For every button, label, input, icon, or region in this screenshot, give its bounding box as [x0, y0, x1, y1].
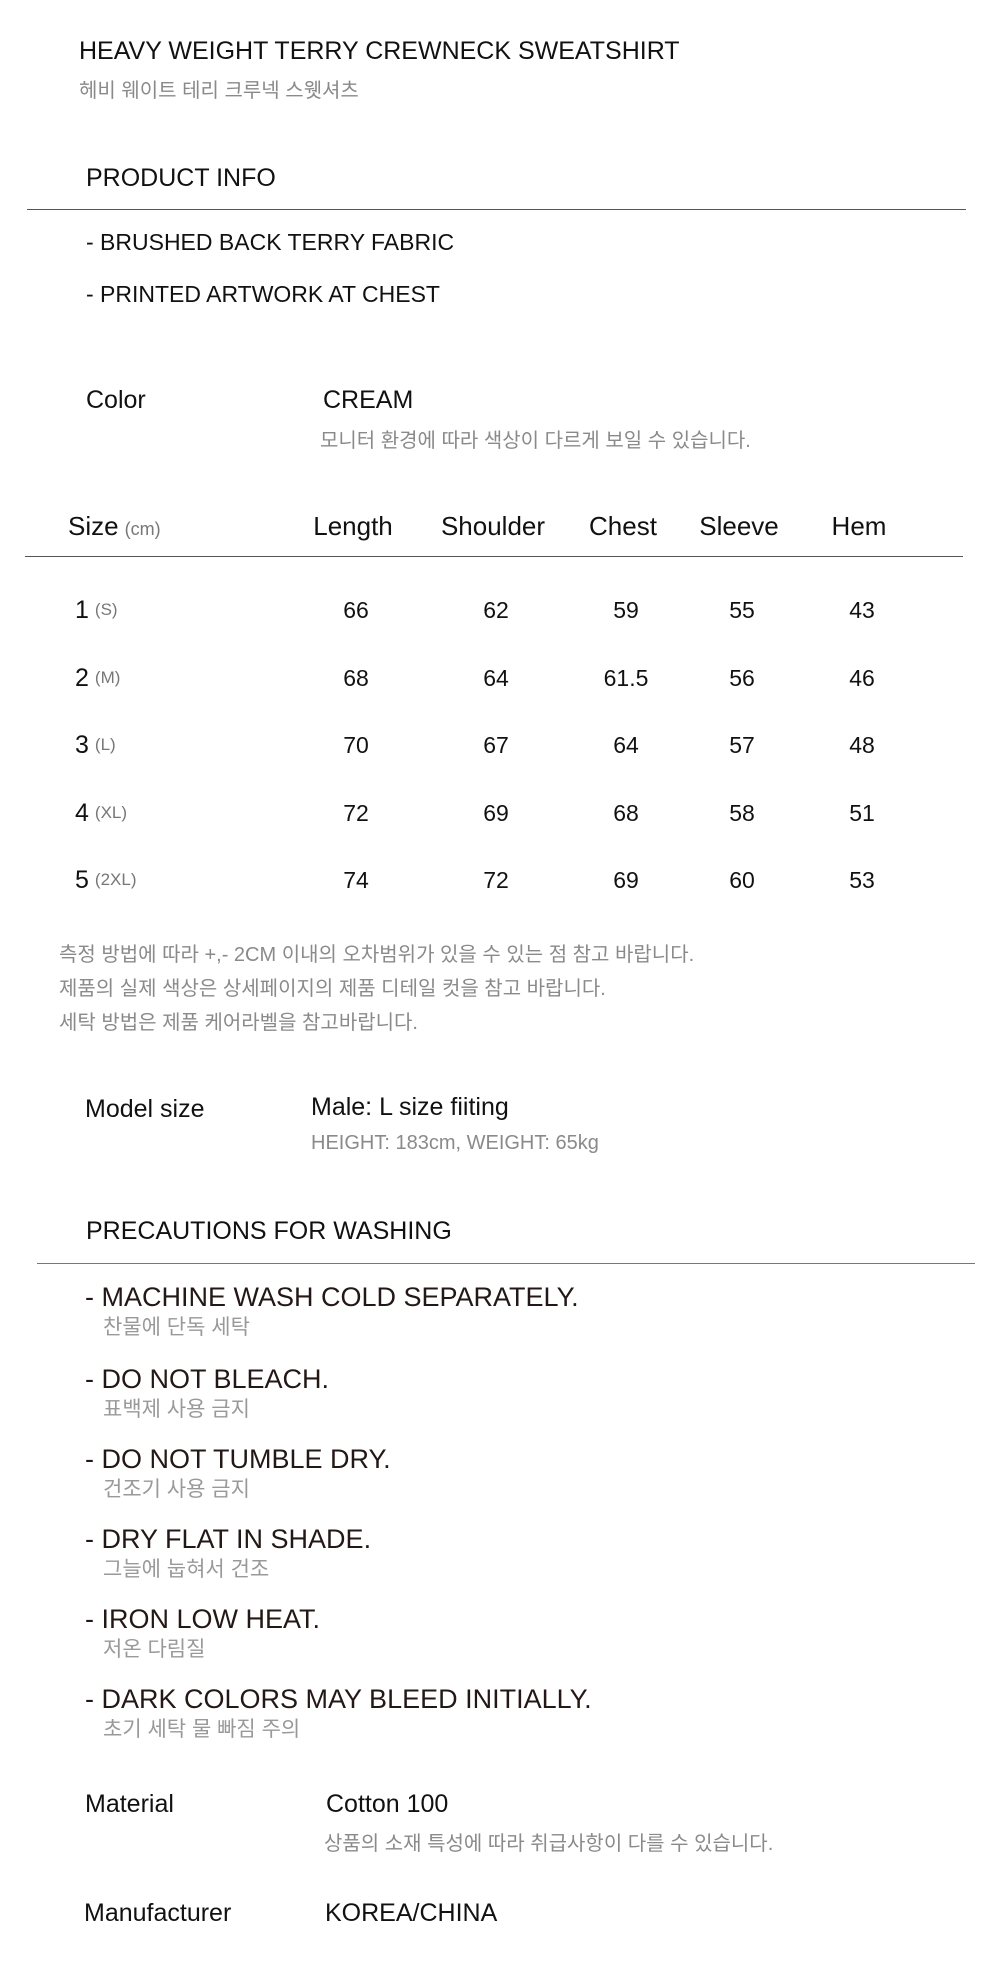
- table-cell: 70: [343, 732, 369, 758]
- table-cell: 68: [343, 665, 369, 691]
- model-label: Model size: [85, 1095, 205, 1123]
- table-cell: 74: [343, 867, 369, 893]
- manufacturer-value: KOREA/CHINA: [325, 1899, 498, 1927]
- table-cell: 62: [483, 597, 509, 623]
- note: 측정 방법에 따라 +,- 2CM 이내의 오차범위가 있을 수 있는 점 참고…: [59, 944, 695, 966]
- size-unit: (cm): [124, 519, 161, 539]
- table-cell: 72: [483, 867, 509, 893]
- table-cell: 48: [849, 732, 875, 758]
- washing-instruction: - DRY FLAT IN SHADE.: [85, 1524, 372, 1554]
- washing-instruction: - IRON LOW HEAT.: [85, 1604, 321, 1634]
- product-info-heading: PRODUCT INFO: [86, 164, 276, 192]
- size-label-text: Size: [68, 511, 119, 541]
- size-label: Size (cm): [68, 513, 161, 539]
- size-name: (2XL): [94, 870, 137, 889]
- washing-instruction-ko: 초기 세탁 물 빠짐 주의: [103, 1718, 301, 1741]
- product-info-bullet: - PRINTED ARTWORK AT CHEST: [86, 281, 440, 307]
- size-number: 4: [75, 799, 89, 827]
- note: 세탁 방법은 제품 케어라벨을 참고바랍니다.: [59, 1012, 418, 1034]
- table-cell: 46: [849, 665, 875, 691]
- size-name: (S): [94, 600, 118, 619]
- manufacturer-label: Manufacturer: [84, 1899, 232, 1927]
- color-value: CREAM: [323, 386, 414, 414]
- table-cell: 51: [849, 800, 875, 826]
- table-cell: 64: [483, 665, 509, 691]
- washing-instruction: - DO NOT BLEACH.: [85, 1364, 330, 1394]
- washing-instruction-ko: 찬물에 단독 세탁: [103, 1316, 250, 1339]
- size-name: (M): [94, 668, 121, 687]
- color-note: 모니터 환경에 따라 색상이 다르게 보일 수 있습니다.: [320, 430, 751, 452]
- table-cell: 53: [849, 867, 875, 893]
- column-header: Chest: [589, 511, 657, 541]
- divider: [37, 1263, 975, 1264]
- column-header: Hem: [831, 511, 887, 541]
- table-cell: 59: [613, 597, 639, 623]
- size-number: 1: [75, 596, 89, 624]
- washing-instruction-ko: 건조기 사용 금지: [103, 1478, 250, 1501]
- column-header: Shoulder: [440, 511, 546, 541]
- size-name: (L): [94, 735, 116, 754]
- material-value: Cotton 100: [326, 1790, 449, 1818]
- washing-instruction-ko: 표백제 사용 금지: [103, 1398, 250, 1421]
- washing-instruction: - MACHINE WASH COLD SEPARATELY.: [85, 1282, 579, 1312]
- color-label: Color: [86, 386, 146, 414]
- table-cell: 43: [849, 597, 875, 623]
- size-number: 3: [75, 731, 89, 759]
- model-value: Male: L size fiiting: [311, 1093, 509, 1121]
- washing-instruction: - DO NOT TUMBLE DRY.: [85, 1444, 391, 1474]
- model-detail: HEIGHT: 183cm, WEIGHT: 65kg: [311, 1132, 599, 1154]
- table-cell: 64: [613, 732, 639, 758]
- size-name: (XL): [94, 803, 128, 822]
- table-cell: 69: [483, 800, 509, 826]
- size-number: 2: [75, 664, 89, 692]
- product-info-bullet: - BRUSHED BACK TERRY FABRIC: [86, 229, 455, 255]
- column-header: Length: [313, 511, 393, 541]
- note: 제품의 실제 색상은 상세페이지의 제품 디테일 컷을 참고 바랍니다.: [59, 978, 606, 1000]
- product-title: HEAVY WEIGHT TERRY CREWNECK SWEATSHIRT: [79, 37, 680, 65]
- table-cell: 55: [729, 597, 755, 623]
- table-cell: 61.5: [603, 665, 649, 691]
- table-cell: 56: [729, 665, 755, 691]
- washing-instruction: - DARK COLORS MAY BLEED INITIALLY.: [85, 1684, 592, 1714]
- table-cell: 60: [729, 867, 755, 893]
- table-cell: 72: [343, 800, 369, 826]
- divider: [27, 209, 966, 210]
- column-header: Sleeve: [699, 511, 779, 541]
- washing-heading: PRECAUTIONS FOR WASHING: [86, 1217, 452, 1245]
- washing-instruction-ko: 그늘에 눕혀서 건조: [103, 1558, 270, 1581]
- table-cell: 57: [729, 732, 755, 758]
- material-note: 상품의 소재 특성에 따라 취급사항이 다를 수 있습니다.: [324, 1833, 774, 1855]
- product-subtitle-ko: 헤비 웨이트 테리 크루넥 스웻셔츠: [79, 80, 359, 102]
- table-cell: 67: [483, 732, 509, 758]
- table-cell: 68: [613, 800, 639, 826]
- washing-instruction-ko: 저온 다림질: [103, 1638, 206, 1661]
- table-cell: 66: [343, 597, 369, 623]
- material-label: Material: [85, 1790, 174, 1818]
- table-cell: 69: [613, 867, 639, 893]
- size-number: 5: [75, 866, 89, 894]
- table-cell: 58: [729, 800, 755, 826]
- divider: [25, 556, 963, 557]
